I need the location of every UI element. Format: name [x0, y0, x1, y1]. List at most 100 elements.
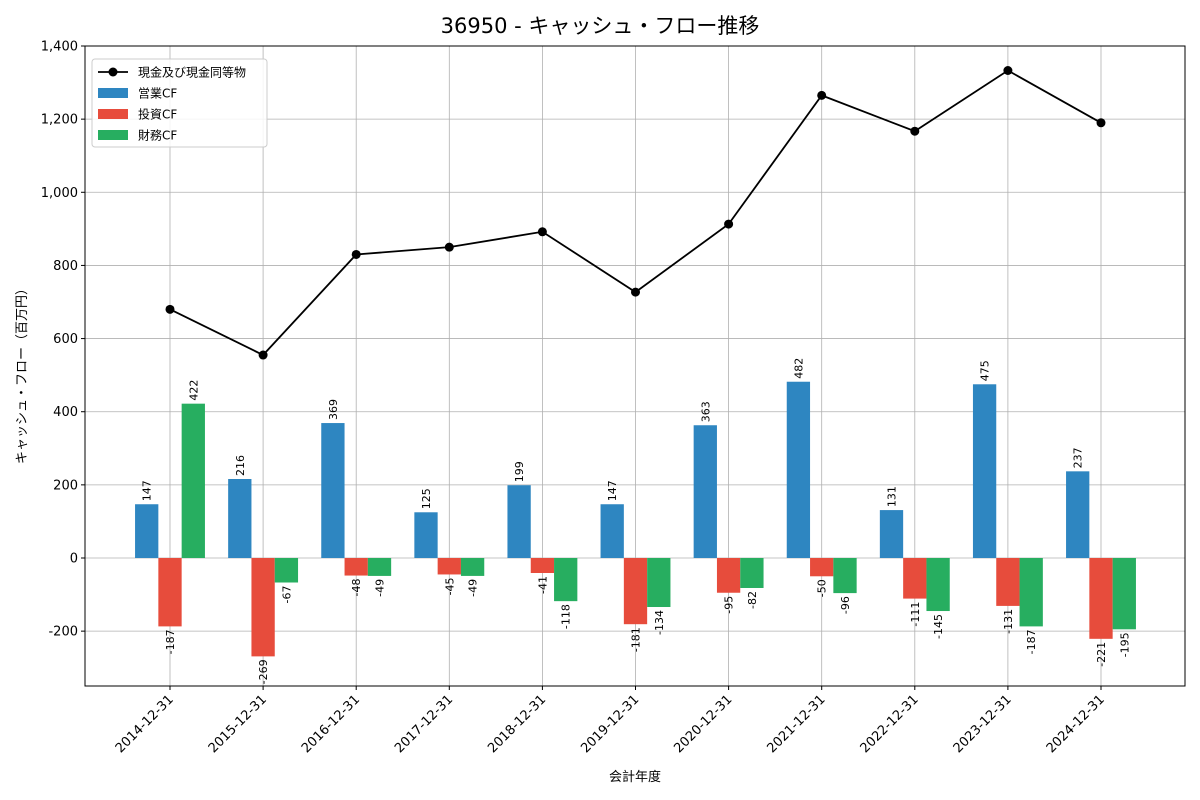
y-tick-label: 800 [53, 259, 78, 274]
bar-labels: 147 216 369 125 199 147 363 482 131 475 237 -187 -26… [141, 358, 1132, 685]
bar-value-label: -269 [257, 659, 270, 684]
y-tick-label: 0 [70, 552, 78, 567]
bar-value-label: -118 [560, 604, 573, 629]
bar-財務CF-2023-12-31 [1019, 558, 1043, 627]
x-tick-label: 2020-12-31 [671, 692, 735, 756]
x-tick-label: 2015-12-31 [206, 692, 270, 756]
bar-value-label: 131 [886, 486, 899, 507]
bar-投資CF-2018-12-31 [530, 558, 555, 573]
bar-財務CF-2017-12-31 [460, 558, 485, 576]
x-tick-label: 2014-12-31 [113, 692, 177, 756]
bar-財務CF-2020-12-31 [740, 558, 764, 588]
cash-point-2017-12-31 [444, 242, 454, 252]
bar-value-label: -49 [374, 579, 387, 597]
bar-value-label: -50 [816, 579, 829, 597]
bar-value-label: -111 [909, 602, 922, 627]
bar-value-label: -67 [280, 586, 293, 604]
bar-投資CF-2021-12-31 [810, 558, 834, 577]
cash-point-2018-12-31 [537, 227, 547, 237]
bar-value-label: -181 [630, 627, 643, 652]
bar-投資CF-2023-12-31 [996, 558, 1020, 606]
x-tick-label: 2021-12-31 [764, 692, 828, 756]
legend-marker [108, 67, 118, 77]
x-tick-label: 2016-12-31 [299, 692, 363, 756]
bar-value-label: 475 [979, 360, 992, 381]
legend-label: 現金及び現金同等物 [138, 65, 246, 80]
bar-投資CF-2024-12-31 [1089, 558, 1113, 639]
bar-営業CF-2017-12-31 [414, 512, 438, 558]
bar-value-label: -48 [350, 579, 363, 597]
y-axis-label: キャッシュ・フロー（百万円） [15, 282, 30, 464]
bar-value-label: -96 [839, 596, 852, 614]
bar-value-label: -95 [723, 596, 736, 614]
cash-point-2019-12-31 [631, 287, 640, 297]
bar-営業CF-2024-12-31 [1066, 471, 1090, 558]
bar-value-label: -145 [932, 614, 945, 639]
bar-value-label: -187 [164, 629, 177, 654]
bar-value-label: -41 [536, 576, 549, 594]
x-tick-label: 2024-12-31 [1044, 692, 1108, 756]
bar-value-label: 422 [187, 380, 200, 401]
chart-title: 36950 - キャッシュ・フロー推移 [441, 14, 760, 38]
y-tick-label: 1,200 [41, 113, 78, 128]
cash-point-2015-12-31 [258, 350, 268, 360]
legend-box [91, 58, 268, 148]
bar-営業CF-2023-12-31 [972, 384, 997, 558]
y-tick-label: 400 [53, 405, 78, 420]
cash-point-2014-12-31 [165, 304, 175, 314]
x-tick-label: 2017-12-31 [392, 692, 456, 756]
x-tick-label: 2019-12-31 [578, 692, 642, 756]
bar-営業CF-2014-12-31 [135, 504, 159, 558]
cash-point-2020-12-31 [724, 219, 734, 229]
bar-営業CF-2018-12-31 [507, 485, 531, 558]
bar-営業CF-2016-12-31 [321, 423, 345, 558]
legend-swatch [98, 88, 128, 98]
x-tick-label: 2022-12-31 [858, 692, 922, 756]
cash-point-2023-12-31 [1003, 66, 1013, 76]
bar-財務CF-2022-12-31 [926, 558, 950, 612]
legend-label: 財務CF [138, 128, 177, 143]
x-axis-label: 会計年度 [609, 769, 661, 785]
legend-swatch [98, 130, 128, 140]
bar-財務CF-2018-12-31 [554, 558, 578, 602]
bar-投資CF-2014-12-31 [158, 558, 182, 627]
bars [135, 381, 1136, 657]
bar-営業CF-2021-12-31 [786, 381, 811, 558]
bar-営業CF-2020-12-31 [693, 425, 717, 558]
y-tick-label: 1,400 [41, 40, 78, 55]
grid [85, 45, 1185, 686]
bar-投資CF-2019-12-31 [623, 558, 648, 625]
bar-財務CF-2014-12-31 [181, 403, 205, 558]
bar-value-label: 237 [1072, 447, 1085, 468]
y-tick-label: 200 [53, 478, 78, 493]
bar-営業CF-2022-12-31 [879, 510, 904, 558]
bar-投資CF-2016-12-31 [344, 558, 368, 576]
bar-投資CF-2020-12-31 [716, 558, 741, 593]
x-tick-label: 2018-12-31 [485, 692, 549, 756]
bar-value-label: -45 [443, 577, 456, 595]
y-axis-ticks: -200 0 200 400 600 800 1,000 1,200 1,400 [41, 40, 85, 640]
bar-財務CF-2021-12-31 [833, 558, 857, 594]
x-tick-label: 2023-12-31 [951, 692, 1015, 756]
cash-point-2016-12-31 [351, 249, 361, 259]
bar-営業CF-2019-12-31 [600, 504, 624, 558]
bar-value-label: 199 [513, 461, 526, 482]
bar-財務CF-2019-12-31 [647, 558, 671, 608]
cash-point-2024-12-31 [1096, 118, 1106, 128]
bar-value-label: -82 [746, 591, 759, 609]
bar-営業CF-2015-12-31 [228, 479, 252, 558]
bar-value-label: -195 [1118, 632, 1131, 657]
bar-value-label: -221 [1095, 642, 1108, 667]
bar-財務CF-2016-12-31 [367, 558, 392, 576]
legend-label: 投資CF [138, 107, 177, 122]
legend-swatch [98, 109, 128, 119]
bar-value-label: -187 [1025, 629, 1038, 654]
bar-財務CF-2024-12-31 [1112, 558, 1136, 630]
bar-value-label: -131 [1002, 609, 1015, 634]
cash-point-2021-12-31 [817, 90, 827, 100]
x-axis-ticks: 2014-12-31 2015-12-31 2016-12-31 2017-12-31… [113, 686, 1108, 756]
y-tick-label: 600 [53, 332, 78, 347]
legend-label: 営業CF [138, 87, 177, 101]
